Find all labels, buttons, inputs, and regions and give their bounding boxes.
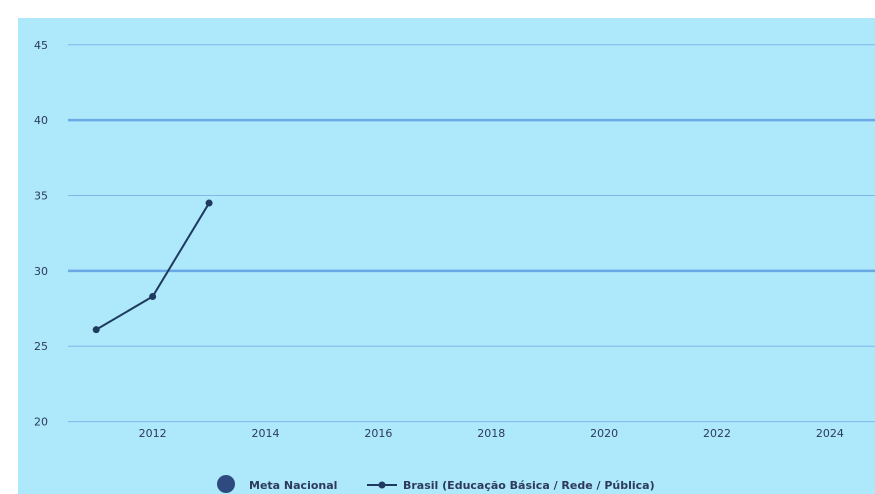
y-tick-label: 40	[34, 114, 48, 127]
legend: Meta Nacional Brasil (Educação Básica / …	[217, 475, 655, 493]
gridlines	[68, 44, 875, 423]
legend-meta-nacional-marker	[217, 475, 235, 493]
x-tick-label: 2018	[477, 427, 505, 440]
x-tick-label: 2020	[590, 427, 618, 440]
x-tick-label: 2024	[816, 427, 844, 440]
y-tick-label: 20	[34, 416, 48, 429]
x-tick-label: 2022	[703, 427, 731, 440]
legend-meta-nacional-label: Meta Nacional	[249, 479, 337, 492]
data-point-brasil-2012[interactable]	[149, 293, 157, 301]
legend-item-brasil[interactable]: Brasil (Educação Básica / Rede / Pública…	[367, 479, 655, 492]
data-point-brasil-2013[interactable]	[205, 199, 213, 207]
y-tick-label: 30	[34, 265, 48, 278]
y-tick-label: 35	[34, 190, 48, 203]
legend-item-meta-nacional[interactable]: Meta Nacional	[217, 475, 337, 493]
legend-brasil-marker	[378, 481, 386, 489]
y-axis-ticks: 20 25 30 35 40 45	[34, 39, 48, 429]
series-layer	[92, 199, 213, 334]
plot-area	[18, 18, 875, 494]
x-tick-label: 2016	[364, 427, 392, 440]
x-tick-label: 2014	[252, 427, 280, 440]
data-point-brasil-2011[interactable]	[92, 326, 100, 334]
y-tick-label: 45	[34, 39, 48, 52]
y-tick-label: 25	[34, 340, 48, 353]
x-tick-label: 2012	[139, 427, 167, 440]
x-axis-ticks: 2012 2014 2016 2018 2020 2022 2024	[139, 427, 844, 440]
legend-brasil-label: Brasil (Educação Básica / Rede / Pública…	[403, 479, 655, 492]
